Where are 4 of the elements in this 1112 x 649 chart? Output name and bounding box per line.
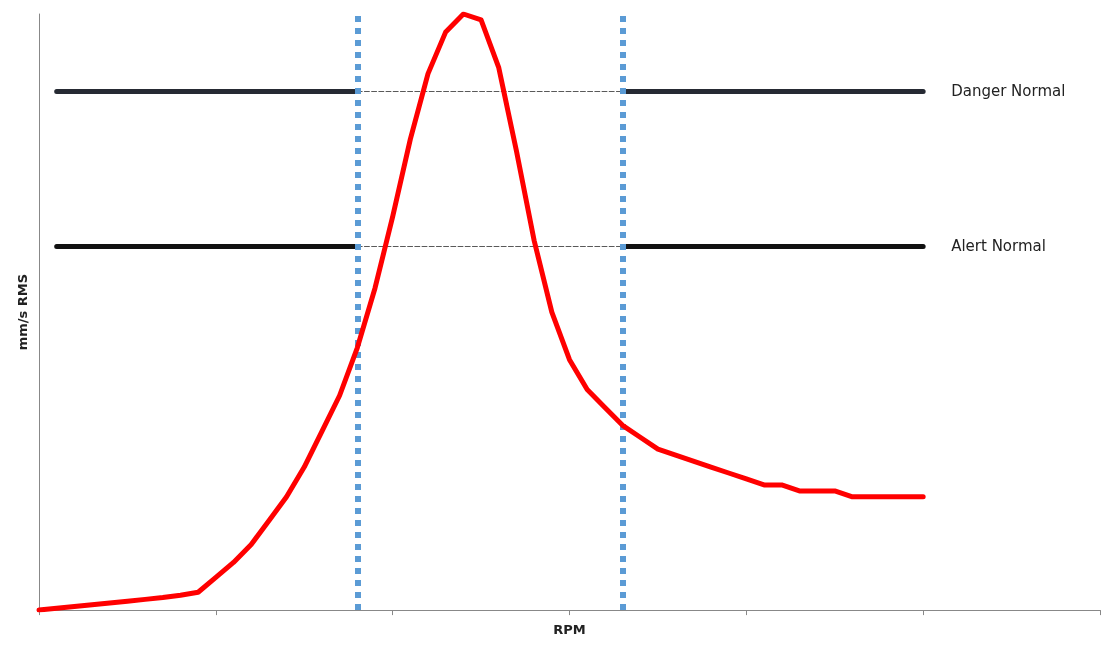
x-axis-title: RPM (553, 622, 586, 637)
y-axis-title: mm/s RMS (15, 273, 30, 351)
series-label: Alert Normal (951, 237, 1046, 256)
series-label: Danger Normal (951, 82, 1066, 101)
